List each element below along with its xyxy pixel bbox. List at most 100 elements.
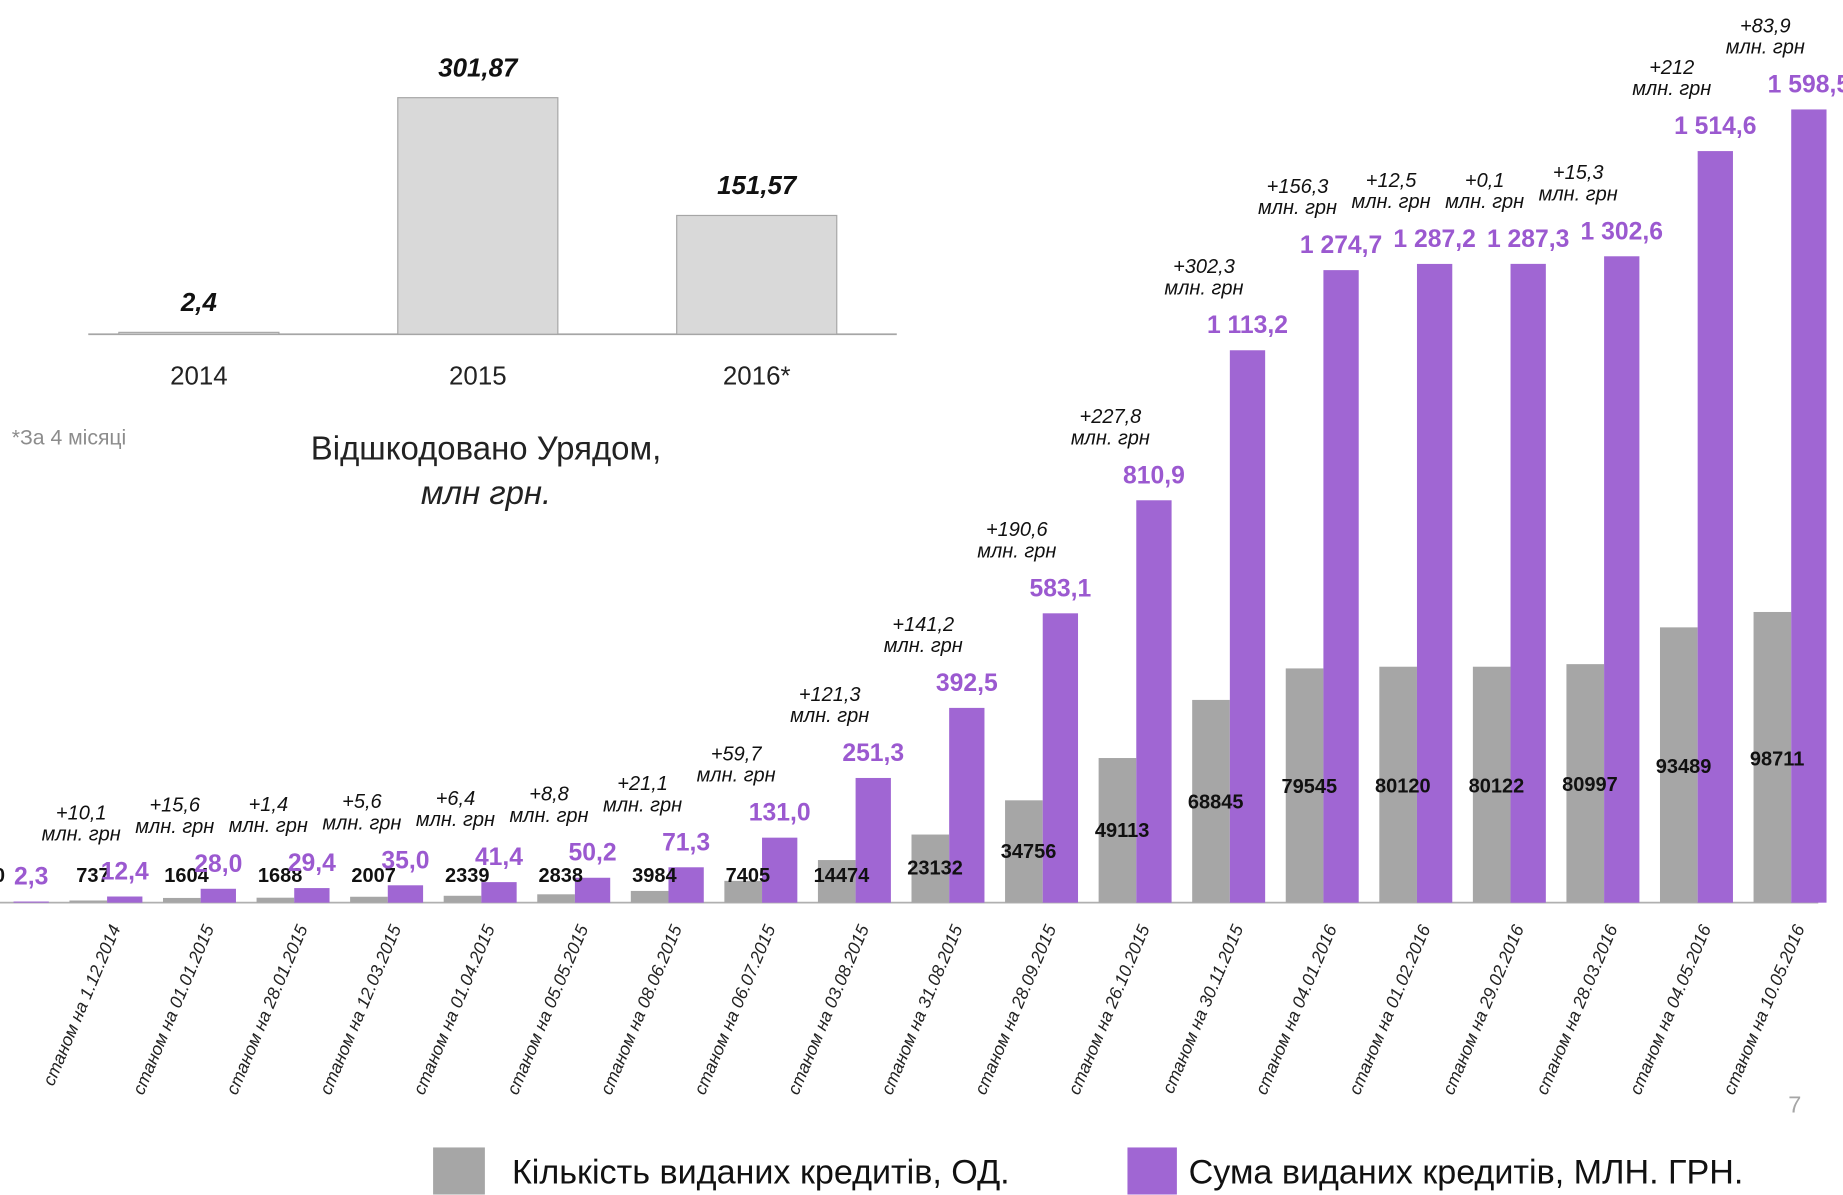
page-number: 7: [1788, 1091, 1801, 1117]
value-label: 151,57: [717, 172, 798, 200]
count-bar: [1285, 668, 1324, 903]
count-bar: [1192, 699, 1230, 903]
increment: +121,3: [799, 684, 861, 706]
count-bar: [630, 890, 669, 903]
sum-label: 810,9: [1123, 462, 1185, 489]
x-tick-label: станом на 10.05.2016: [1719, 922, 1809, 1098]
count-label: 3984: [632, 865, 677, 887]
x-tick-label: станом на 03.08.2015: [783, 922, 873, 1098]
sum-label: 1 302,6: [1581, 218, 1663, 245]
sum-label: 41,4: [475, 844, 523, 871]
sum-label: 583,1: [1029, 575, 1091, 602]
sum-label: 1 598,5: [1768, 71, 1843, 98]
legend-label: Сума виданих кредитів, МЛН. ГРН.: [1189, 1154, 1744, 1192]
count-bar: [162, 897, 201, 903]
sum-bar: [1323, 270, 1359, 903]
inset-title: Відшкодовано Урядом,: [311, 429, 662, 466]
count-bar: [1472, 666, 1511, 903]
sum-label: 1 287,2: [1393, 226, 1475, 253]
sum-bar: [1416, 263, 1453, 903]
x-tick-label: станом на 28.03.2016: [1532, 922, 1622, 1098]
x-tick-label: станом на 08.06.2015: [596, 922, 686, 1098]
count-label: 23132: [907, 858, 963, 880]
increment-unit: млн. грн: [1164, 277, 1243, 299]
sum-label: 1 287,3: [1487, 226, 1569, 253]
legend-label: Кількість виданих кредитів, ОД.: [512, 1154, 1010, 1192]
increment: +15,3: [1553, 162, 1604, 184]
count-bar: [256, 897, 295, 903]
increment-unit: млн. грн: [1258, 197, 1337, 219]
increment-unit: млн. грн: [509, 805, 588, 827]
increment: +10,1: [56, 802, 107, 824]
x-tick-label: станом на 01.02.2016: [1345, 922, 1435, 1098]
increment: +141,2: [892, 614, 954, 636]
x-tick-label: станом на 28.01.2015: [222, 922, 312, 1098]
legend-swatch: [1127, 1147, 1177, 1195]
count-label: 14474: [814, 865, 870, 887]
x-tick-label: станом на 29.02.2016: [1438, 922, 1528, 1098]
x-tick-label: станом на 05.05.2015: [503, 922, 593, 1098]
sum-bar: [949, 707, 985, 903]
sum-label: 29,4: [288, 850, 336, 877]
increment-unit: млн. грн: [790, 705, 869, 727]
count-label: 79545: [1281, 776, 1337, 798]
count-bar: [443, 895, 482, 903]
increment-unit: млн. грн: [603, 794, 682, 816]
count-bar: [1659, 627, 1698, 903]
x-tick-label: станом на 26.10.2015: [1064, 922, 1154, 1098]
count-label: 737: [76, 865, 109, 887]
count-label: 2339: [445, 865, 490, 887]
count-bar: [1379, 666, 1417, 903]
x-tick-label: станом на 28.09.2015: [970, 922, 1060, 1098]
increment: +302,3: [1173, 256, 1235, 278]
increment-unit: млн. грн: [1445, 191, 1524, 213]
x-tick-label: станом на 31.08.2015: [877, 922, 967, 1098]
count-bar: [69, 900, 108, 903]
bar: [676, 214, 838, 335]
sum-label: 12,4: [101, 859, 149, 886]
increment-unit: млн. грн: [229, 815, 308, 837]
count-bar: [911, 834, 950, 903]
value-label: 2,4: [180, 289, 217, 317]
increment-unit: млн. грн: [1071, 427, 1150, 449]
increment-unit: млн. грн: [1726, 37, 1805, 59]
increment: +21,1: [617, 773, 668, 795]
count-label: 2838: [539, 865, 584, 887]
sum-label: 71,3: [662, 829, 710, 856]
increment: +12,5: [1366, 170, 1417, 192]
x-tick-label: станом на 04.05.2016: [1625, 922, 1715, 1098]
count-label: 80997: [1562, 774, 1618, 796]
x-tick-label: станом на 06.07.2015: [690, 922, 780, 1098]
count-label: 1688: [258, 865, 303, 887]
sum-bar: [1604, 256, 1640, 903]
sum-bar: [1229, 350, 1266, 903]
count-label: 98711: [1750, 749, 1805, 771]
value-label: 301,87: [438, 54, 519, 82]
count-bar: [350, 896, 388, 903]
increment: +6,4: [436, 788, 475, 810]
sum-bar: [1510, 263, 1546, 903]
sum-bar: [1136, 500, 1172, 903]
sum-label: 35,0: [381, 847, 429, 874]
sum-bar: [574, 877, 611, 903]
increment-unit: млн. грн: [1632, 78, 1711, 100]
inset-subtitle: млн грн.: [421, 474, 551, 511]
x-tick-label: 2015: [449, 363, 507, 391]
increment: +8,8: [529, 784, 568, 806]
x-tick-label: станом на 12.03.2015: [316, 922, 406, 1098]
increment: +227,8: [1080, 406, 1142, 428]
sum-label: 1 514,6: [1674, 113, 1756, 140]
increment-unit: млн. грн: [1539, 183, 1618, 205]
increment-unit: млн. грн: [416, 809, 495, 831]
count-bar: [1005, 800, 1043, 903]
increment-unit: млн. грн: [977, 540, 1056, 562]
x-tick-label: станом на 04.01.2016: [1251, 922, 1341, 1098]
sum-bar: [387, 885, 424, 903]
bar: [118, 331, 280, 335]
count-label: 0: [0, 865, 5, 887]
count-label: 80120: [1375, 775, 1431, 797]
count-label: 68845: [1188, 792, 1244, 814]
increment: +156,3: [1267, 176, 1329, 198]
increment: +5,6: [342, 791, 382, 813]
